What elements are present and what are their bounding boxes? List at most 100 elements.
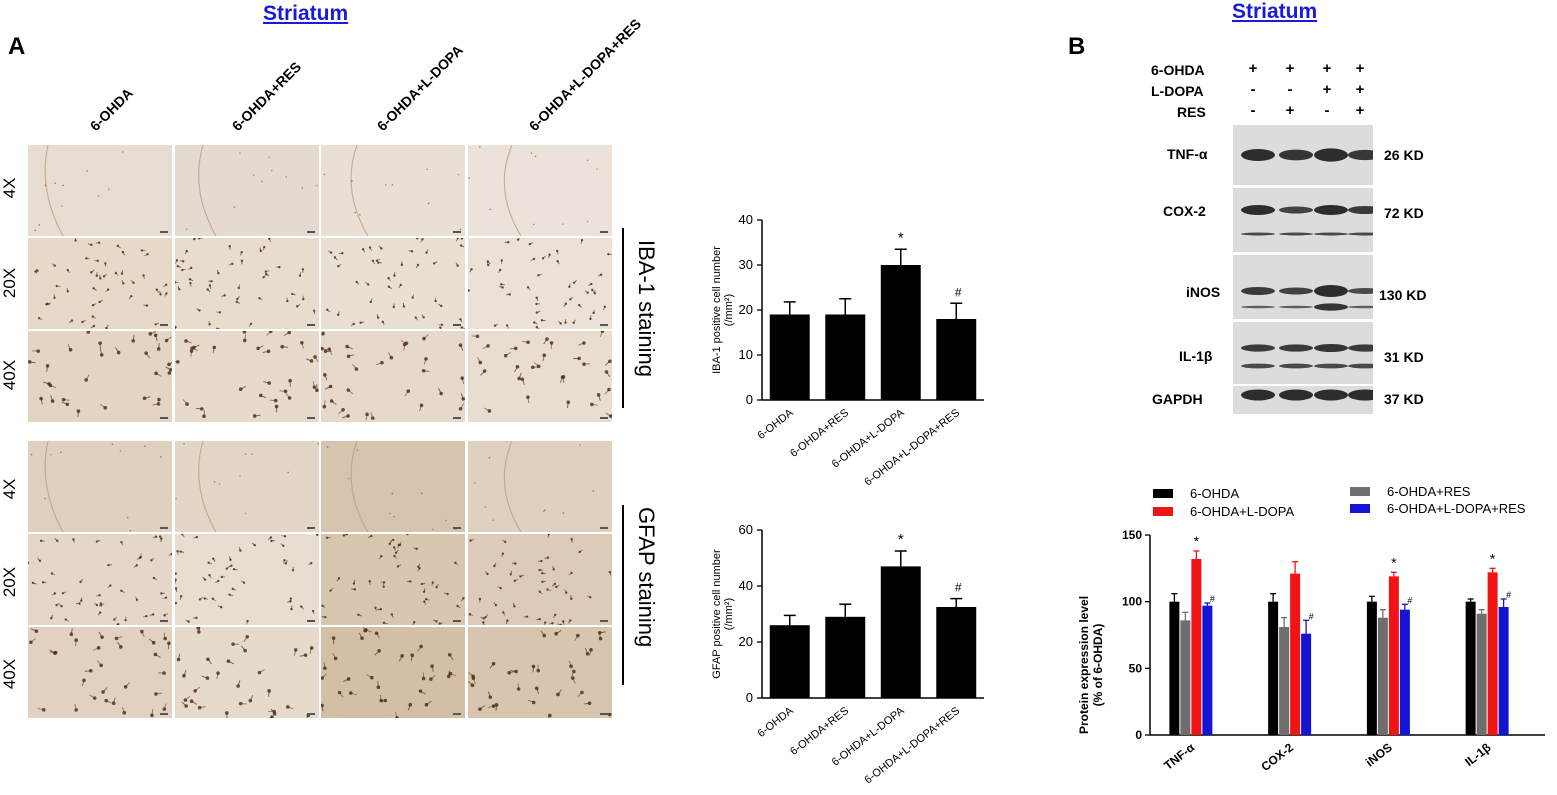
- cell-body: [507, 670, 511, 675]
- cell-body: [154, 535, 158, 538]
- blot-band: [1241, 344, 1275, 352]
- cell-body: [124, 618, 127, 622]
- blot-band: [1348, 232, 1382, 236]
- cell-body: [329, 399, 334, 403]
- cell-body: [430, 664, 434, 668]
- cell-body: [392, 305, 395, 309]
- cell-body: [381, 320, 385, 323]
- cell-body: [582, 362, 586, 366]
- bar: [769, 625, 810, 698]
- cell-dot: [183, 442, 185, 445]
- cell-dot: [160, 456, 162, 458]
- cell-body: [293, 648, 298, 652]
- cell-dot: [532, 223, 535, 226]
- sign: +: [1355, 102, 1365, 119]
- cell-dot: [54, 182, 57, 184]
- cell-body: [564, 321, 567, 324]
- cell-body: [565, 591, 568, 594]
- cell-body: [503, 353, 508, 358]
- cell-body: [435, 620, 438, 623]
- cell-body: [415, 547, 418, 550]
- cell-body: [538, 568, 541, 572]
- cell-body: [192, 345, 196, 350]
- gfap-bar-chart: 0 20 40 60 GFAP positive cell number (/mm²) 6-…: [711, 522, 984, 787]
- cell-body: [326, 308, 329, 311]
- sign: +: [1322, 81, 1332, 98]
- bar: [880, 566, 921, 698]
- blot-protein-inos: iNOS: [1186, 284, 1221, 300]
- cell-body: [249, 322, 253, 326]
- cell-body: [416, 263, 420, 267]
- cell-body: [532, 257, 536, 261]
- blot-band: [1348, 206, 1382, 214]
- cell-body: [323, 373, 327, 377]
- bar: [1180, 620, 1191, 735]
- cell-body: [600, 329, 605, 334]
- cell-body: [361, 248, 365, 251]
- y-tick-label: 100: [1122, 595, 1142, 609]
- scale-bar: [453, 417, 461, 419]
- tissue-texture: [320, 327, 466, 421]
- blot-band: [1241, 232, 1275, 236]
- cell-body: [559, 322, 562, 325]
- micrograph-tile: [28, 236, 172, 330]
- micrograph-tile: [466, 236, 612, 330]
- cell-body: [188, 278, 192, 281]
- cell-body: [96, 259, 100, 263]
- cell-body: [242, 338, 247, 343]
- blot-band: [1279, 232, 1313, 236]
- significance-mark: #: [1407, 595, 1412, 605]
- cell-dot: [301, 187, 304, 189]
- cell-dot: [38, 224, 41, 226]
- cell-body: [498, 268, 502, 272]
- cell-body: [212, 345, 217, 350]
- cell-dot: [445, 519, 447, 522]
- scale-bar: [307, 713, 315, 715]
- blot-size-gapdh: 37 KD: [1384, 391, 1424, 407]
- cell-body: [346, 414, 350, 418]
- cell-body: [387, 276, 390, 280]
- bar: [1268, 601, 1279, 735]
- cell-body: [283, 559, 286, 562]
- cell-body: [423, 600, 426, 603]
- y-tick-label: 30: [739, 257, 753, 272]
- cell-body: [505, 324, 509, 327]
- cell-body: [589, 648, 593, 652]
- cell-body: [167, 641, 171, 645]
- cell-body: [216, 671, 220, 675]
- blot-band: [1314, 232, 1348, 236]
- cell-body: [379, 607, 383, 611]
- cell-body: [459, 244, 463, 247]
- cell-body: [516, 238, 520, 241]
- cell-body: [540, 559, 543, 563]
- cell-body: [589, 596, 592, 599]
- cell-dot: [579, 444, 581, 446]
- tissue-texture: [176, 623, 315, 721]
- significance-mark: *: [1391, 554, 1397, 570]
- cell-body: [50, 399, 55, 403]
- cell-body: [72, 538, 75, 541]
- y-axis-unit: (/mm²): [723, 598, 735, 630]
- cell-body: [546, 588, 549, 591]
- micrograph-tile: [467, 627, 616, 722]
- cell-body: [156, 402, 161, 406]
- cell-body: [513, 579, 517, 583]
- cell-body: [160, 592, 163, 595]
- cell-dot: [427, 202, 430, 205]
- cell-body: [553, 613, 557, 617]
- blot-bands: [1241, 389, 1382, 401]
- cell-body: [409, 580, 412, 583]
- cell-body: [89, 668, 93, 673]
- cell-body: [184, 704, 188, 708]
- cell-dot: [431, 528, 434, 531]
- cell-body: [446, 674, 451, 679]
- cell-body: [535, 325, 539, 329]
- cell-body: [272, 712, 277, 716]
- cell-body: [91, 304, 95, 307]
- cell-dot: [562, 223, 564, 225]
- cell-body: [223, 294, 226, 297]
- sign: -: [1287, 81, 1293, 98]
- cell-body: [53, 296, 56, 300]
- cell-body: [486, 263, 490, 267]
- cell-dot: [107, 188, 110, 191]
